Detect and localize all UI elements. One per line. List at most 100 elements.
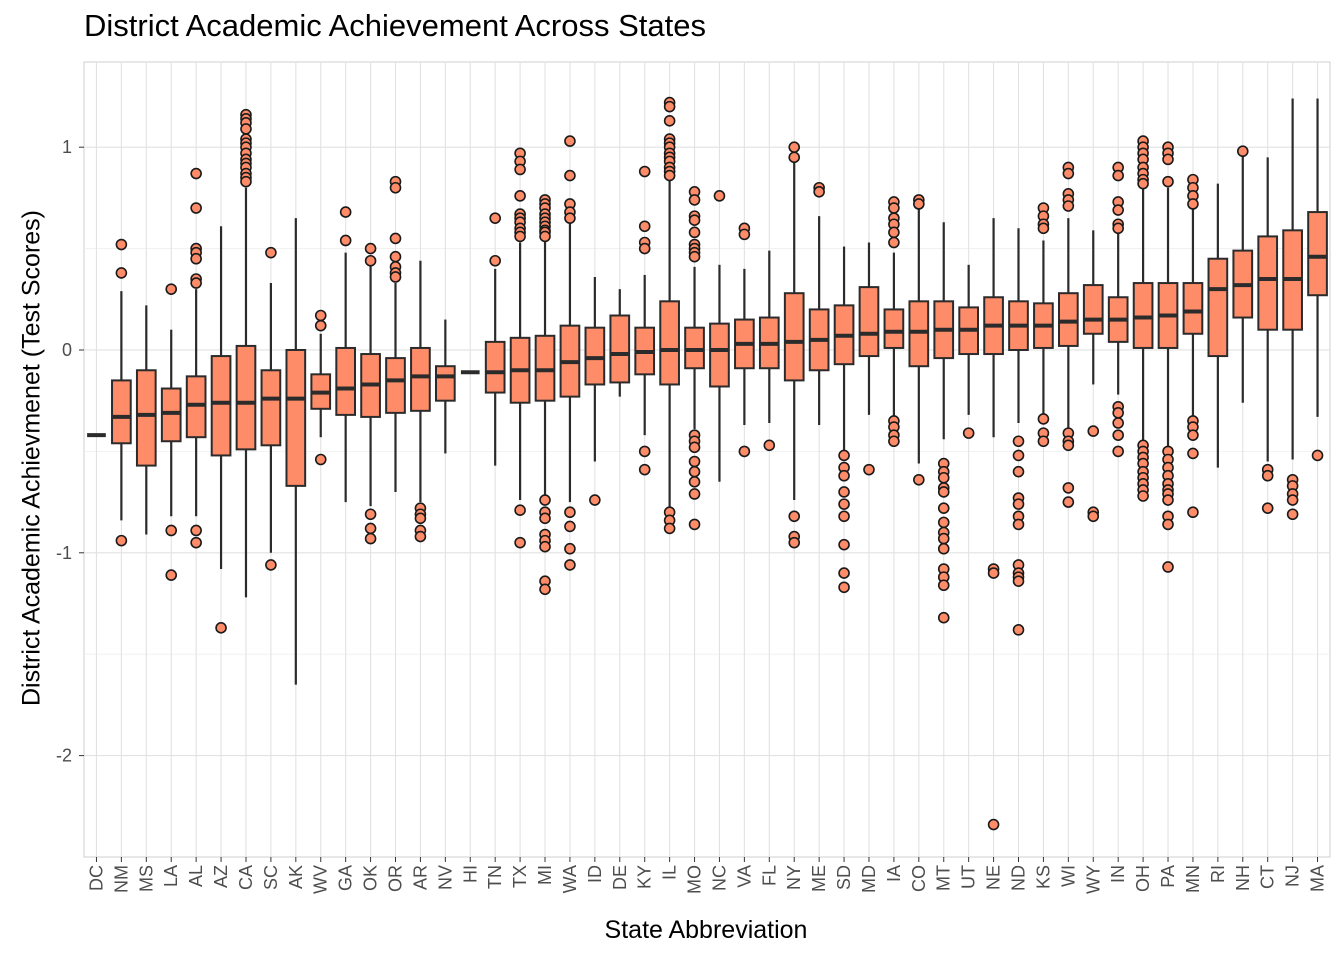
outlier-point — [663, 169, 676, 182]
outlier-point — [937, 516, 950, 529]
x-tick-label: NJ — [1283, 865, 1303, 887]
x-tick-label: NY — [784, 865, 804, 890]
x-tick-label: ME — [809, 865, 829, 892]
box-ks — [1033, 202, 1054, 448]
outlier-point — [788, 536, 801, 549]
outlier-point — [215, 622, 227, 634]
x-tick-label: GA — [336, 865, 356, 891]
outlier-point — [937, 502, 950, 514]
box-wy — [1082, 230, 1104, 523]
outlier-point — [688, 518, 701, 531]
outlier-point — [788, 151, 801, 164]
x-tick-label: FL — [759, 865, 779, 886]
x-tick-label: TX — [510, 865, 530, 888]
box-fl — [758, 250, 780, 452]
box-sd — [833, 246, 855, 594]
outlier-point — [514, 504, 526, 517]
box-mo — [684, 185, 705, 531]
box-co — [908, 194, 930, 486]
x-tick-label: AL — [186, 865, 206, 887]
box-oh — [1132, 135, 1154, 502]
outlier-point — [564, 212, 576, 224]
box-wa — [559, 135, 581, 571]
x-tick-label: NC — [709, 865, 729, 891]
outlier-point — [1112, 417, 1124, 429]
box-iqr — [410, 346, 431, 412]
box-wi — [1057, 161, 1079, 508]
outlier-point — [1012, 449, 1025, 462]
box-il — [659, 96, 680, 535]
outlier-point — [489, 212, 501, 224]
x-tick-label: IN — [1108, 865, 1128, 883]
outlier-point — [688, 488, 701, 500]
outlier-point — [165, 524, 178, 537]
x-tick-label: HI — [460, 865, 480, 883]
outlier-point — [564, 559, 576, 571]
outlier-point — [514, 536, 526, 549]
outlier-point — [265, 559, 277, 571]
outlier-point — [1311, 449, 1324, 462]
outlier-point — [738, 228, 751, 241]
x-tick-label: MS — [136, 865, 156, 892]
x-tick-label: OR — [386, 865, 406, 892]
outlier-point — [389, 250, 402, 263]
box-va — [734, 222, 755, 458]
box-iqr — [111, 379, 132, 445]
box-ma — [1307, 98, 1328, 462]
outlier-point — [1012, 624, 1025, 636]
outlier-point — [688, 476, 701, 488]
box-iqr — [1307, 211, 1328, 297]
box-iqr — [584, 326, 606, 386]
box-id — [584, 276, 606, 506]
outlier-point — [1236, 145, 1249, 158]
outlier-point — [414, 530, 427, 543]
outlier-point — [838, 469, 850, 482]
box-iqr — [534, 334, 556, 402]
outlier-point — [1037, 222, 1050, 235]
outlier-point — [489, 254, 501, 267]
box-ia — [883, 196, 905, 448]
box-iqr — [1257, 235, 1279, 331]
outlier-point — [1187, 506, 1199, 519]
x-tick-label: CO — [909, 865, 929, 892]
outlier-point — [564, 169, 576, 182]
outlier-point — [190, 536, 202, 549]
box-ct — [1257, 157, 1279, 514]
x-tick-label: KS — [1033, 865, 1053, 889]
box-ri — [1207, 183, 1229, 468]
box-wv — [310, 309, 332, 466]
outlier-point — [414, 512, 427, 525]
outlier-point — [663, 522, 676, 535]
outlier-point — [688, 226, 701, 239]
outlier-point — [314, 453, 327, 466]
x-tick-label: NV — [435, 865, 455, 890]
outlier-point — [713, 190, 726, 202]
outlier-point — [165, 283, 178, 295]
outlier-point — [1062, 167, 1075, 180]
outlier-point — [838, 498, 850, 510]
box-iqr — [609, 314, 631, 384]
outlier-point — [364, 254, 377, 267]
outlier-point — [638, 220, 651, 233]
x-tick-label: WY — [1083, 865, 1103, 894]
x-tick-label: WI — [1058, 865, 1078, 887]
outlier-point — [663, 115, 676, 127]
outlier-point — [389, 181, 402, 194]
outlier-point — [514, 190, 526, 202]
x-axis-label: State Abbreviation — [604, 916, 808, 944]
x-tick-label: NE — [984, 865, 1004, 890]
box-iqr — [235, 344, 257, 451]
box-iqr — [1082, 284, 1104, 335]
x-tick-label: CA — [236, 865, 256, 890]
x-tick-label: ND — [1009, 865, 1029, 891]
outlier-point — [838, 510, 850, 523]
outlier-point — [738, 445, 751, 458]
outlier-point — [1087, 510, 1100, 523]
outlier-point — [937, 471, 950, 484]
outlier-point — [1112, 429, 1124, 441]
outlier-point — [589, 494, 601, 506]
outlier-point — [1112, 445, 1124, 458]
outlier-point — [1037, 413, 1050, 425]
x-tick-label: AZ — [211, 865, 231, 888]
box-tn — [484, 212, 506, 466]
